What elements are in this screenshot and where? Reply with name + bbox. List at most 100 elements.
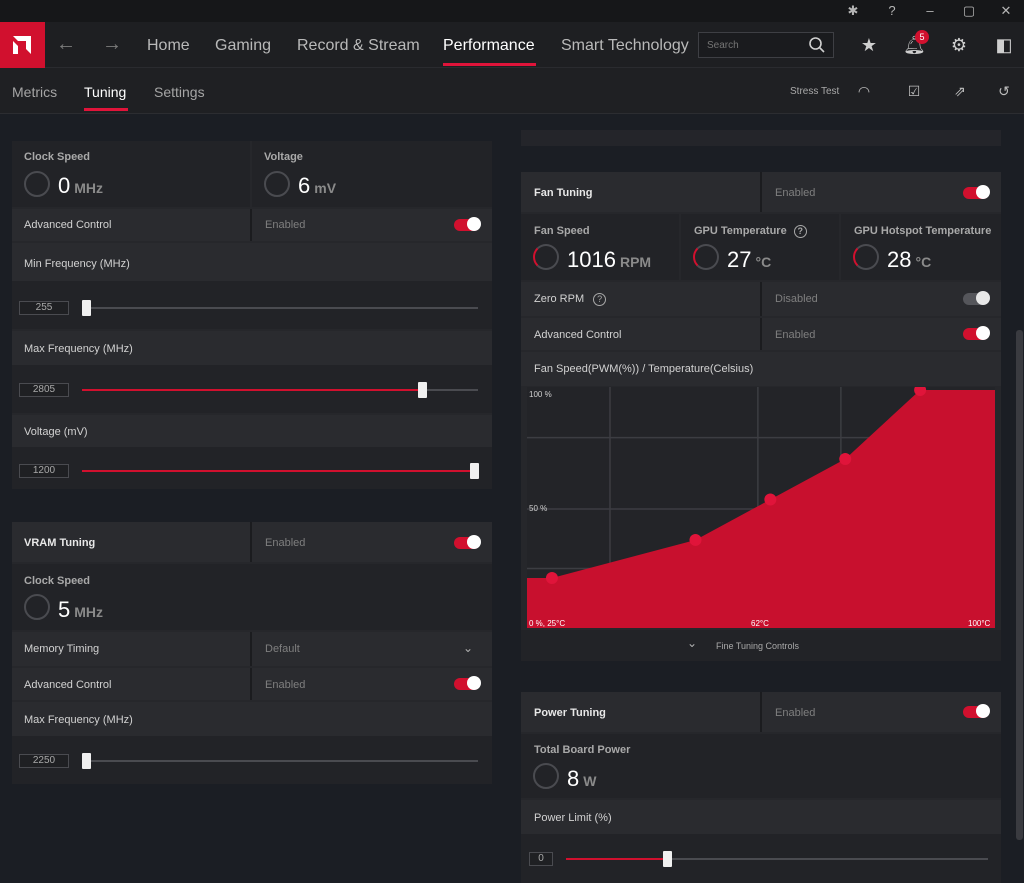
search-input[interactable] [698,32,834,58]
notification-badge: 5 [915,30,929,44]
tab-smart-technology[interactable]: Smart Technology [561,37,689,54]
gpu-advanced-control-toggle[interactable] [454,217,481,231]
row-divider [760,282,762,316]
zero-rpm-row: Zero RPM ? Disabled [521,282,1001,316]
vram-clock-card: Clock Speed 5 MHz [12,564,492,630]
vram-advanced-control-label: Advanced Control [24,679,112,691]
tab-performance[interactable]: Performance [443,37,535,54]
chevron-down-icon[interactable]: ⌄ [463,641,474,655]
scrollbar-thumb[interactable] [1016,330,1023,840]
fan-curve-chart[interactable]: 100 % 50 % 0 %, 25°C 62°C 100°C [527,387,995,628]
fine-tuning-controls-label[interactable]: Fine Tuning Controls [716,641,800,651]
sidebar-toggle-icon[interactable]: ◧ [995,35,1013,55]
fan-advanced-control-row: Advanced Control Enabled [521,318,1001,350]
fan-speed-label: Fan Speed [534,225,590,237]
stress-test-label[interactable]: Stress Test [790,86,840,97]
favorites-star-icon[interactable]: ★ [860,35,878,55]
fine-tuning-row[interactable]: ⌄ Fine Tuning Controls [521,630,1001,661]
fan-curve-point-5[interactable] [914,387,927,396]
min-frequency-input[interactable]: 255 [19,301,69,315]
close-icon[interactable]: ✕ [1000,3,1012,18]
min-frequency-slider-thumb[interactable] [82,300,91,316]
zero-rpm-label: Zero RPM ? [534,293,607,306]
tab-tuning[interactable]: Tuning [84,84,127,100]
export-icon[interactable]: ⇗ [954,83,966,99]
apply-changes-icon[interactable]: ☑ [907,83,921,99]
fan-curve-point-1[interactable] [545,572,558,585]
tab-settings[interactable]: Settings [154,84,205,100]
zero-rpm-toggle[interactable] [963,291,990,305]
power-limit-slider[interactable] [566,851,988,867]
gpu-advanced-control-label: Advanced Control [24,219,112,231]
fan-curve-point-2[interactable] [689,533,702,546]
fan-speed-value: 1016 RPM [567,247,652,272]
maximize-icon[interactable]: ▢ [962,3,976,18]
max-frequency-input[interactable]: 2805 [19,383,69,397]
info-icon[interactable]: ? [593,293,607,306]
row-divider [760,172,762,212]
row-divider [760,692,762,732]
amd-logo[interactable] [0,22,45,68]
row-divider [250,209,252,241]
power-limit-row: Power Limit (%) [521,800,1001,834]
row-divider [760,318,762,350]
min-frequency-slider[interactable] [82,300,478,316]
vram-header-row: VRAM Tuning Enabled [12,522,492,562]
memory-timing-select[interactable]: Default [265,643,300,655]
fan-tuning-toggle[interactable] [963,185,990,199]
vram-tuning-state: Enabled [265,537,306,549]
bug-report-icon[interactable]: ✱ [847,3,859,18]
fan-advanced-control-toggle[interactable] [963,326,990,340]
max-frequency-slider-thumb[interactable] [418,382,427,398]
forward-arrow-icon[interactable]: → [102,33,122,55]
row-divider [250,632,252,666]
sub-navigation: Metrics Tuning Settings Stress Test ◠ ☑ … [0,68,1024,114]
x-tick-25: 0 %, 25°C [529,619,565,628]
info-icon[interactable]: ? [793,225,807,238]
back-arrow-icon[interactable]: ← [56,33,76,55]
vram-max-frequency-row: Max Frequency (MHz) [12,702,492,736]
vram-advanced-control-state: Enabled [265,679,306,691]
power-limit-slider-thumb[interactable] [663,851,672,867]
voltage-gauge-icon [264,171,290,197]
power-limit-label: Power Limit (%) [534,812,612,824]
vram-max-frequency-slider[interactable] [82,753,478,769]
power-tuning-title: Power Tuning [534,707,606,719]
voltage-mv-slider-thumb[interactable] [470,463,479,479]
vram-tuning-toggle[interactable] [454,535,481,549]
vram-tuning-title: VRAM Tuning [24,537,96,549]
clock-speed-value: 0 MHz [58,173,104,198]
voltage-mv-input[interactable]: 1200 [19,464,69,478]
reset-icon[interactable]: ↺ [998,83,1010,99]
vram-max-frequency-slider-thumb[interactable] [82,753,91,769]
fan-curve-point-3[interactable] [764,493,777,506]
vram-advanced-control-toggle[interactable] [454,676,481,690]
stress-test-gauge-icon[interactable]: ◠ [857,83,871,99]
fan-curve-point-4[interactable] [839,453,852,466]
settings-gear-icon[interactable]: ⚙ [950,35,968,55]
voltage-mv-slider[interactable] [82,463,479,479]
tab-gaming[interactable]: Gaming [215,37,272,54]
gpu-temperature-gauge-icon [693,244,719,270]
title-bar: ✱ ? – ▢ ✕ [0,0,1024,22]
chevron-down-icon[interactable]: ⌄ [687,636,698,650]
tab-record-stream[interactable]: Record & Stream [297,37,420,54]
voltage-card: Voltage 6 mV [252,141,492,207]
help-icon[interactable]: ? [888,3,896,18]
power-limit-slider-row: 0 [521,834,1001,883]
gpu-temperature-card: GPU Temperature ? 27 °C [681,214,839,280]
gpu-advanced-control-row: Advanced Control Enabled [12,209,492,241]
vram-max-frequency-input[interactable]: 2250 [19,754,69,768]
x-tick-100: 100°C [968,619,991,628]
power-limit-input[interactable]: 0 [529,852,553,866]
tab-home[interactable]: Home [147,37,190,54]
minimize-icon[interactable]: – [926,3,934,18]
collapsed-panel-edge [521,130,1001,146]
tab-metrics[interactable]: Metrics [12,84,58,100]
memory-timing-row: Memory Timing Default ⌄ [12,632,492,666]
search-icon[interactable] [808,36,826,54]
power-tuning-toggle[interactable] [963,704,990,718]
vram-max-frequency-label: Max Frequency (MHz) [24,714,133,726]
board-power-gauge-icon [533,763,559,789]
max-frequency-slider[interactable] [82,382,478,398]
